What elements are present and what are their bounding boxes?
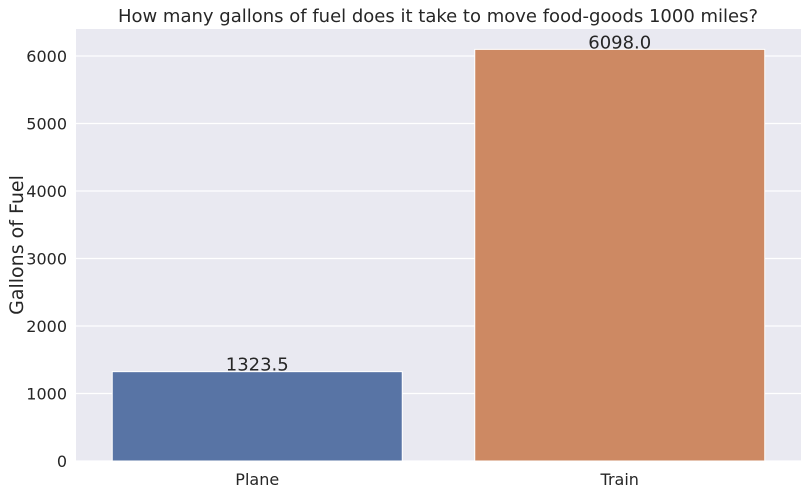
x-tick-label: Train <box>600 470 639 489</box>
y-tick-label: 3000 <box>26 250 67 269</box>
y-axis-ticks: 0 1000 2000 3000 4000 5000 6000 <box>26 47 67 471</box>
data-label: 1323.5 <box>226 355 289 376</box>
bars <box>111 48 766 462</box>
y-axis-label: Gallons of Fuel <box>6 175 28 315</box>
y-tick-label: 6000 <box>26 47 67 66</box>
y-tick-label: 5000 <box>26 115 67 134</box>
y-tick-label: 0 <box>57 452 67 471</box>
y-tick-label: 4000 <box>26 182 67 201</box>
bar-plane <box>111 371 403 462</box>
chart-title: How many gallons of fuel does it take to… <box>118 6 758 27</box>
data-labels: 1323.5 6098.0 <box>226 32 651 375</box>
x-axis-ticks: Plane Train <box>235 470 639 489</box>
bar-train <box>474 48 766 462</box>
x-tick-label: Plane <box>235 470 279 489</box>
y-tick-label: 2000 <box>26 317 67 336</box>
data-label: 6098.0 <box>588 32 651 53</box>
y-tick-label: 1000 <box>26 385 67 404</box>
